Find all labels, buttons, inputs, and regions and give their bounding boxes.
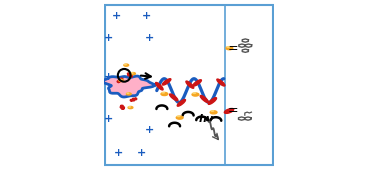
Ellipse shape xyxy=(163,79,171,85)
Text: +: + xyxy=(104,33,113,43)
Ellipse shape xyxy=(177,116,180,117)
Ellipse shape xyxy=(126,93,131,95)
Ellipse shape xyxy=(162,92,164,93)
Ellipse shape xyxy=(193,80,201,86)
Ellipse shape xyxy=(217,79,225,86)
Polygon shape xyxy=(105,77,152,96)
Text: hν: hν xyxy=(198,114,214,124)
Ellipse shape xyxy=(131,73,135,75)
Ellipse shape xyxy=(156,82,163,90)
Ellipse shape xyxy=(170,94,178,101)
Ellipse shape xyxy=(176,116,183,119)
Ellipse shape xyxy=(210,111,217,114)
Text: =: = xyxy=(228,42,239,55)
Ellipse shape xyxy=(128,107,133,109)
Ellipse shape xyxy=(192,93,199,96)
Ellipse shape xyxy=(124,64,129,66)
Ellipse shape xyxy=(119,79,124,82)
Text: =: = xyxy=(228,104,239,117)
Ellipse shape xyxy=(193,93,195,94)
Ellipse shape xyxy=(127,93,129,94)
Text: +: + xyxy=(137,148,146,158)
Text: +: + xyxy=(142,11,151,21)
Ellipse shape xyxy=(124,64,126,65)
Text: +: + xyxy=(104,114,113,124)
Text: +: + xyxy=(104,72,113,82)
Text: +: + xyxy=(145,33,154,43)
Text: +: + xyxy=(144,125,154,135)
Ellipse shape xyxy=(161,93,168,96)
FancyBboxPatch shape xyxy=(105,5,273,165)
Ellipse shape xyxy=(200,95,208,102)
Ellipse shape xyxy=(208,98,217,104)
Text: +: + xyxy=(112,11,122,21)
Ellipse shape xyxy=(177,100,186,106)
Ellipse shape xyxy=(225,109,234,113)
Ellipse shape xyxy=(226,47,233,50)
Ellipse shape xyxy=(186,81,194,88)
Text: +: + xyxy=(114,148,123,158)
